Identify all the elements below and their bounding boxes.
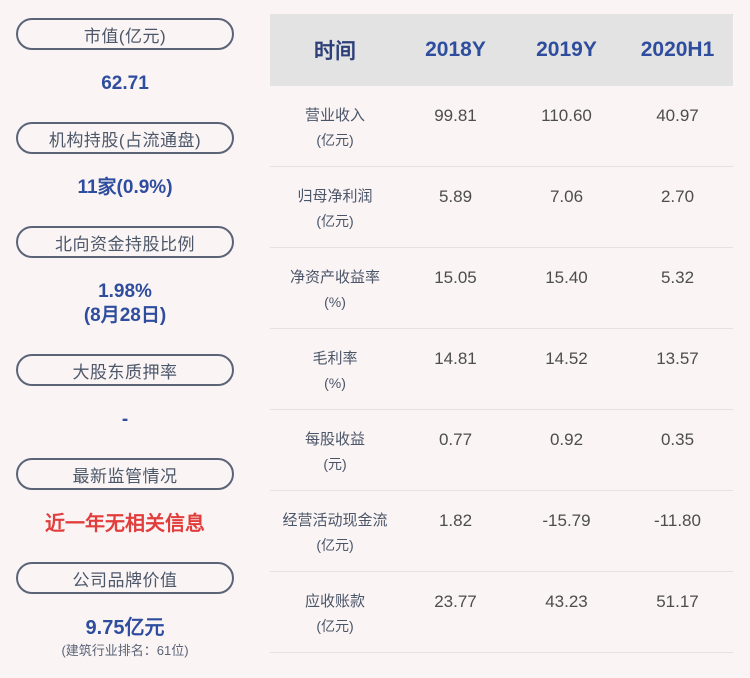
cell-value: 43.23 bbox=[545, 592, 588, 611]
row-label: 毛利率 (%) bbox=[312, 350, 358, 391]
kpi-pill-northbound-holding: 北向资金持股比例 bbox=[16, 226, 234, 258]
table-row-revenue: 营业收入 (亿元) 99.81 110.60 40.97 bbox=[270, 86, 733, 167]
cell-value: 14.81 bbox=[434, 349, 477, 368]
table-row-eps: 每股收益 (元) 0.77 0.92 0.35 bbox=[270, 410, 733, 491]
kpi-label: 市值(亿元) bbox=[83, 26, 167, 46]
cell-value: 13.57 bbox=[656, 349, 699, 368]
row-label: 营业收入 (亿元) bbox=[304, 107, 365, 148]
kpi-pill-market-cap: 市值(亿元) bbox=[16, 18, 234, 50]
kpi-pill-regulatory-status: 最新监管情况 bbox=[16, 458, 234, 490]
table-row-operating-cash-flow: 经营活动现金流 (亿元) 1.82 -15.79 -11.80 bbox=[270, 491, 733, 572]
kpi-brand-value: 公司品牌价值 9.75亿元 (建筑行业排名：61位) bbox=[16, 562, 250, 660]
cell-value: 23.77 bbox=[434, 592, 477, 611]
table-header-2019y: 2019Y bbox=[536, 38, 597, 61]
kpi-market-cap: 市值(亿元) 62.71 bbox=[16, 18, 250, 96]
table-header-time: 时间 bbox=[314, 40, 356, 63]
cell-value: 40.97 bbox=[656, 106, 699, 125]
row-label: 经营活动现金流 (亿元) bbox=[282, 512, 388, 553]
kpi-value-date: (8月28日) bbox=[83, 305, 167, 326]
table-header-2020h1: 2020H1 bbox=[640, 38, 715, 61]
cell-value: 5.89 bbox=[438, 187, 473, 206]
kpi-pill-brand-value: 公司品牌价值 bbox=[16, 562, 234, 594]
cell-value: 5.32 bbox=[660, 268, 695, 287]
kpi-label: 公司品牌价值 bbox=[72, 570, 178, 590]
cell-value: 14.52 bbox=[545, 349, 588, 368]
cell-value: 0.77 bbox=[438, 430, 473, 449]
kpi-brand-value-rank-note: (建筑行业排名：61位) bbox=[61, 643, 189, 658]
kpi-value-market-cap: 62.71 bbox=[101, 73, 149, 94]
table-row-net-profit: 归母净利润 (亿元) 5.89 7.06 2.70 bbox=[270, 167, 733, 248]
kpi-value-major-shareholder-pledge: - bbox=[121, 409, 129, 430]
cell-value: 99.81 bbox=[434, 106, 477, 125]
cell-value: 2.70 bbox=[660, 187, 695, 206]
cell-value: 15.05 bbox=[434, 268, 477, 287]
kpi-value-percent: 1.98% bbox=[98, 281, 152, 302]
cell-value: 110.60 bbox=[541, 106, 592, 125]
cell-value: 0.92 bbox=[549, 430, 584, 449]
cell-value: -11.80 bbox=[654, 511, 701, 530]
row-label: 归母净利润 (亿元) bbox=[297, 188, 373, 229]
table-row-accounts-receivable: 应收账款 (亿元) 23.77 43.23 51.17 bbox=[270, 572, 733, 653]
table-row-roe: 净资产收益率 (%) 15.05 15.40 5.32 bbox=[270, 248, 733, 329]
financial-table: 时间 2018Y 2019Y 2020H1 营业收入 (亿元) 99.81 11… bbox=[270, 14, 733, 678]
table-header-row: 时间 2018Y 2019Y 2020H1 bbox=[270, 14, 733, 86]
kpi-sidebar: 市值(亿元) 62.71 机构持股(占流通盘) 11家(0.9%) 北向资金持股… bbox=[0, 0, 250, 678]
kpi-pill-major-shareholder-pledge: 大股东质押率 bbox=[16, 354, 234, 386]
table-header-2018y: 2018Y bbox=[425, 38, 486, 61]
row-label: 应收账款 (亿元) bbox=[304, 593, 365, 634]
row-label: 净资产收益率 (%) bbox=[289, 269, 380, 310]
kpi-label: 北向资金持股比例 bbox=[55, 234, 195, 254]
kpi-value-regulatory-status: 近一年无相关信息 bbox=[45, 513, 205, 535]
cell-value: 7.06 bbox=[549, 187, 584, 206]
kpi-value-northbound-holding: 1.98% (8月28日) bbox=[16, 280, 234, 328]
row-label: 每股收益 (元) bbox=[304, 431, 365, 472]
cell-value: -15.79 bbox=[542, 511, 591, 530]
kpi-major-shareholder-pledge: 大股东质押率 - bbox=[16, 354, 250, 432]
kpi-northbound-holding: 北向资金持股比例 1.98% (8月28日) bbox=[16, 226, 250, 328]
kpi-institutional-holding: 机构持股(占流通盘) 11家(0.9%) bbox=[16, 122, 250, 200]
table-row-gross-margin: 毛利率 (%) 14.81 14.52 13.57 bbox=[270, 329, 733, 410]
kpi-pill-institutional-holding: 机构持股(占流通盘) bbox=[16, 122, 234, 154]
cell-value: 51.17 bbox=[656, 592, 699, 611]
kpi-value-institutional-holding: 11家(0.9%) bbox=[77, 177, 173, 198]
kpi-label: 大股东质押率 bbox=[72, 362, 178, 382]
kpi-value-brand-value: 9.75亿元 bbox=[85, 617, 165, 639]
kpi-regulatory-status: 最新监管情况 近一年无相关信息 bbox=[16, 458, 250, 536]
kpi-label: 机构持股(占流通盘) bbox=[48, 130, 202, 150]
cell-value: 15.40 bbox=[545, 268, 588, 287]
cell-value: 1.82 bbox=[438, 511, 473, 530]
kpi-label: 最新监管情况 bbox=[72, 466, 178, 486]
cell-value: 0.35 bbox=[660, 430, 695, 449]
